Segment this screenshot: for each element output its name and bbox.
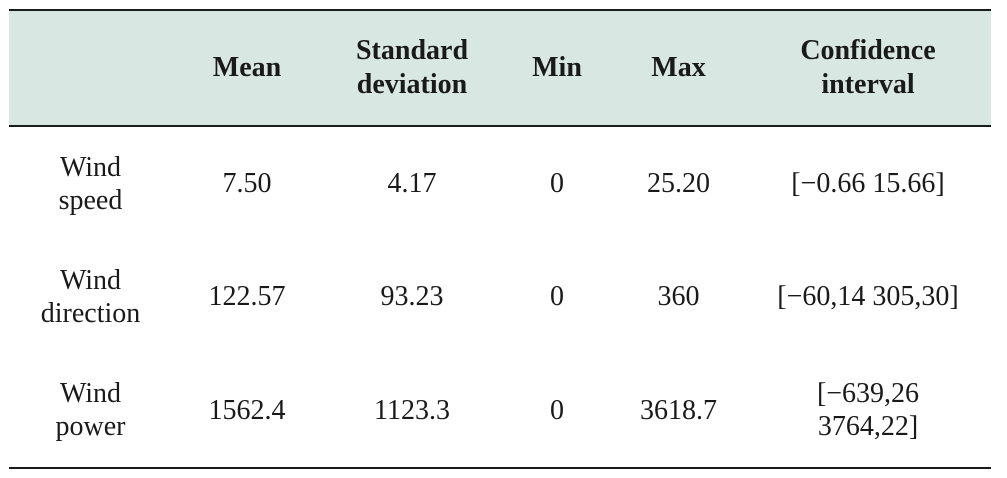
cell-mean: 122.57 [208,281,286,312]
row-label-line-1: Wind [59,151,122,183]
header-std-line-1: Standard [355,35,469,66]
header-row: Mean Standard deviation Min Max Confiden… [9,9,991,127]
cell-mean: 7.50 [222,168,272,199]
header-max: Max [612,9,745,127]
row-label-line-1: Wind [59,378,122,409]
header-mean-text: Mean [212,52,282,83]
cell-max: 3618.7 [612,353,745,469]
header-ci-line-2: interval [821,69,915,100]
cell-max: 360 [657,281,700,312]
header-std-line-2: deviation [356,69,468,100]
cell-std: 1123.3 [322,353,502,469]
row-label-line-1: Wind [59,264,122,296]
row-label: Wind direction [9,240,172,353]
row-label-line-2: direction [40,297,141,329]
cell-std: 4.17 [387,168,437,199]
row-label: Wind speed [9,126,172,240]
row-label: Wind power [9,353,172,469]
ci-line-1: [−60,14 305,30] [777,281,959,312]
header-empty-cell [9,9,172,127]
header-max-text: Max [651,52,706,83]
cell-confidence-interval: [−639,26 3764,22] [745,353,991,469]
table-row: Wind direction 122.57 93.23 0 360 [−60,1… [9,240,991,353]
ci-line-1: [−639,26 [816,378,920,409]
cell-max: 25.20 [647,168,710,199]
cell-min: 0 [550,281,564,312]
header-standard-deviation: Standard deviation [322,9,502,127]
header-min-text: Min [532,52,582,83]
cell-mean: 1562.4 [172,353,322,469]
table-row: Wind power 1562.4 1123.3 0 3618.7 [−639,… [9,353,991,469]
header-ci-line-1: Confidence [800,35,936,66]
cell-confidence-interval: [−60,14 305,30] [745,240,991,353]
ci-line-1: [−0.66 15.66] [791,168,945,199]
table-row: Wind speed 7.50 4.17 0 25.20 [−0.66 15.6… [9,126,991,240]
cell-std: 93.23 [380,281,444,312]
header-min: Min [502,9,612,127]
header-confidence-interval: Confidence interval [745,9,991,127]
statistics-table: Mean Standard deviation Min Max Confiden… [9,9,991,469]
ci-line-2: 3764,22] [817,411,919,442]
cell-confidence-interval: [−0.66 15.66] [745,126,991,240]
cell-min: 0 [502,353,612,469]
cell-min: 0 [550,168,564,199]
row-label-line-2: power [55,411,126,442]
row-label-line-2: speed [58,184,123,216]
header-mean: Mean [172,9,322,127]
